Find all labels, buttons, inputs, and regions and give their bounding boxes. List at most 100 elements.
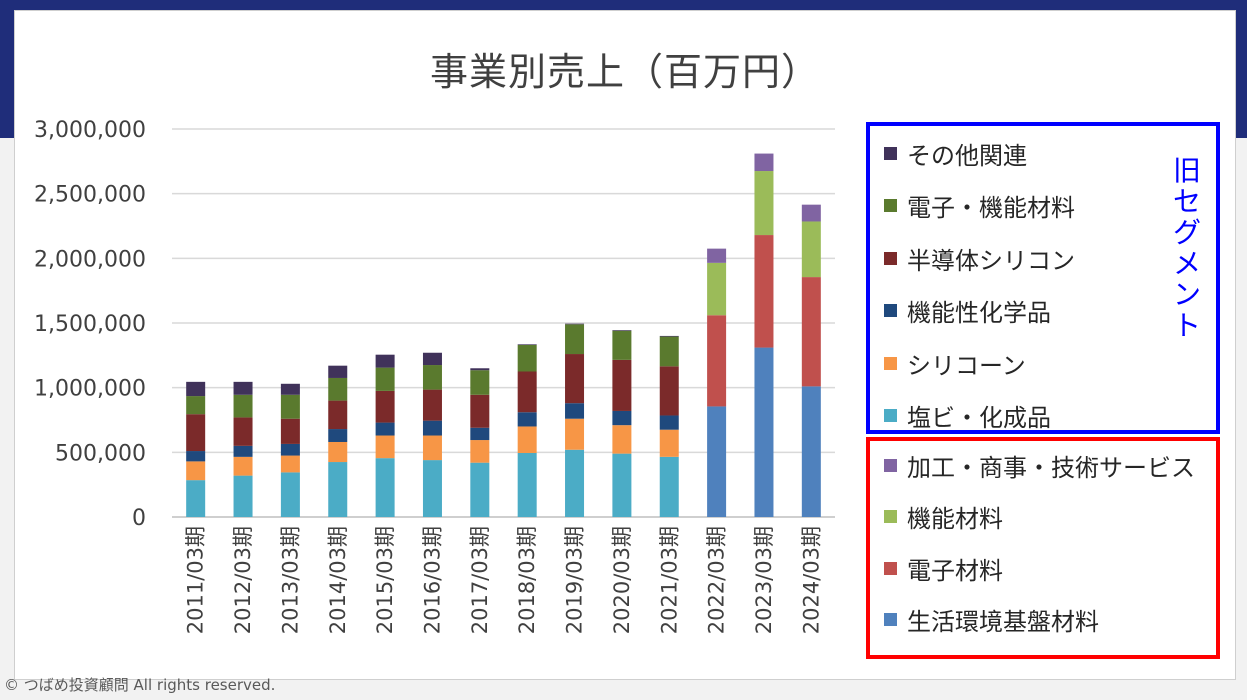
legend-swatch xyxy=(884,146,897,160)
bar-segment xyxy=(754,347,774,517)
bar-segment xyxy=(517,412,537,427)
bar-segment xyxy=(659,429,679,457)
y-tick-label: 500,000 xyxy=(55,441,146,466)
bar-segment xyxy=(422,365,442,390)
y-tick-label: 0 xyxy=(132,506,146,531)
legend-label: 加工・商事・技術サービス xyxy=(907,453,1195,482)
legend-item: 塩ビ・化成品 xyxy=(884,401,1051,432)
bar-segment xyxy=(801,386,821,517)
bar-segment xyxy=(612,453,632,517)
bar-segment xyxy=(612,330,632,360)
bar-segment xyxy=(375,354,395,368)
legend-item: 電子材料 xyxy=(884,553,1003,585)
bar-segment xyxy=(659,415,679,430)
bar-segment xyxy=(612,330,632,331)
bar-segment xyxy=(422,420,442,436)
x-tick-label: 2019/03期 xyxy=(563,526,587,634)
legend-new-segment: 加工・商事・技術サービス 機能材料電子材料生活環境基盤材料 xyxy=(866,437,1220,659)
bar-segment xyxy=(565,403,585,419)
legend-swatch xyxy=(884,613,897,626)
x-tick-label: 2018/03期 xyxy=(515,526,539,634)
bar-segment xyxy=(328,441,348,463)
bar-segment xyxy=(328,377,348,401)
bar-segment xyxy=(470,440,490,463)
legend-swatch xyxy=(884,561,897,575)
bar-segment xyxy=(754,235,774,348)
x-tick-label: 2014/03期 xyxy=(326,526,350,634)
legend-label: シリコーン xyxy=(907,351,1026,380)
bar-segment xyxy=(517,344,537,345)
bar-segment xyxy=(280,443,300,456)
bar-segment xyxy=(659,456,679,517)
legend-swatch xyxy=(884,458,897,472)
bar-segment xyxy=(186,480,206,517)
bar-segment xyxy=(233,445,253,457)
bar-segment xyxy=(233,417,253,446)
bar-segment xyxy=(328,365,348,378)
bar-segment xyxy=(517,344,537,372)
bar-segment xyxy=(517,426,537,453)
bar-segment xyxy=(233,456,253,476)
y-tick-label: 3,000,000 xyxy=(34,118,146,143)
x-tick-label: 2011/03期 xyxy=(184,526,208,634)
x-tick-label: 2016/03期 xyxy=(420,526,444,634)
bar-segment xyxy=(470,394,490,428)
bar-segment xyxy=(375,458,395,517)
bar-segment xyxy=(280,418,300,444)
legend-label: 機能材料 xyxy=(907,505,1003,533)
bar-segment xyxy=(801,221,821,278)
bar-segment xyxy=(707,262,727,316)
bar-segment xyxy=(233,475,253,517)
legend-old-segment: その他関連 電子・機能材料 半導体シリコン 機能性化学品 シリコーン 塩ビ・化成品 xyxy=(866,122,1220,434)
bar-segment xyxy=(707,406,727,517)
bar-segment xyxy=(186,461,206,481)
legend-item: 機能材料 xyxy=(884,502,1003,533)
bar-segment xyxy=(422,460,442,517)
legend-swatch xyxy=(884,304,897,317)
bar-segment xyxy=(565,418,585,450)
bar-segment xyxy=(422,389,442,421)
bar-segment xyxy=(612,425,632,454)
bar-segment xyxy=(659,336,679,367)
bar-segment xyxy=(565,449,585,517)
y-tick-label: 1,000,000 xyxy=(34,377,146,402)
bar-segment xyxy=(375,422,395,436)
legend-item: 電子・機能材料 xyxy=(884,191,1075,222)
chart-title: 事業別売上（百万円） xyxy=(429,50,820,94)
x-tick-label: 2020/03期 xyxy=(610,526,634,634)
x-tick-label: 2023/03期 xyxy=(752,526,776,634)
bar-segment xyxy=(565,354,585,404)
bar-segment xyxy=(470,368,490,371)
y-tick-label: 2,500,000 xyxy=(34,183,146,208)
legend-swatch xyxy=(884,510,897,523)
bar-segment xyxy=(328,462,348,517)
bar-segment xyxy=(280,455,300,473)
legend-label: 電子・機能材料 xyxy=(907,194,1075,222)
bar-segment xyxy=(659,335,679,337)
legend-item: 機能性化学品 xyxy=(884,296,1051,327)
bar-segment xyxy=(754,171,774,236)
bar-segment xyxy=(422,435,442,461)
bar-segment xyxy=(612,410,632,426)
bar-segment xyxy=(659,366,679,416)
y-tick-label: 1,500,000 xyxy=(34,312,146,337)
bar-segment xyxy=(470,370,490,395)
legend-item: 加工・商事・技術サービス xyxy=(884,450,1195,482)
bar-segment xyxy=(754,153,774,172)
legend-swatch xyxy=(884,409,897,422)
legend-label: 電子材料 xyxy=(907,556,1003,585)
bar-segment xyxy=(186,396,206,415)
bar-segment xyxy=(707,248,727,263)
bar-segment xyxy=(328,400,348,430)
x-tick-label: 2013/03期 xyxy=(278,526,302,634)
bar-segment xyxy=(375,390,395,423)
bar-segment xyxy=(280,383,300,395)
bar-segment xyxy=(233,381,253,395)
bar-segment xyxy=(801,277,821,387)
x-tick-label: 2022/03期 xyxy=(705,526,729,634)
legend-item: 生活環境基盤材料 xyxy=(884,605,1099,636)
legend-label: 生活環境基盤材料 xyxy=(907,608,1099,636)
legend-swatch xyxy=(884,251,897,265)
legend-label: 機能性化学品 xyxy=(907,299,1051,327)
